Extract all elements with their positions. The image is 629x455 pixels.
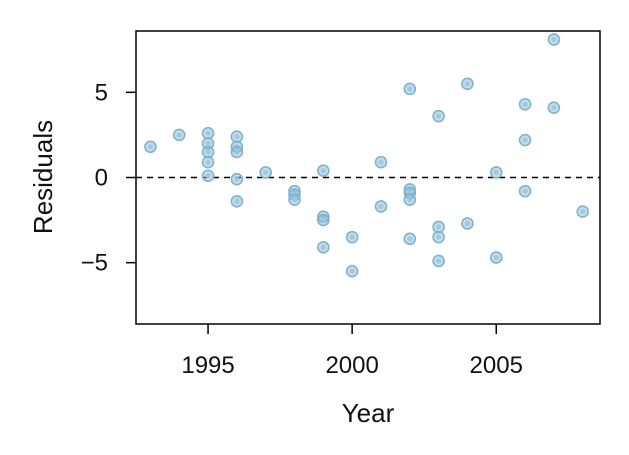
data-point-core: [263, 169, 269, 175]
y-tick-label: 5: [95, 79, 108, 106]
data-point-core: [378, 203, 384, 210]
y-tick-label: 0: [95, 165, 108, 192]
y-axis-label: Residuals: [28, 120, 58, 234]
data-point-core: [349, 234, 355, 240]
data-point-core: [522, 137, 528, 143]
data-point-core: [436, 234, 442, 240]
data-point-core: [522, 101, 528, 107]
data-point-core: [436, 258, 442, 264]
data-point-core: [436, 224, 442, 230]
data-point-core: [493, 254, 499, 261]
data-point-core: [407, 197, 413, 203]
data-point-core: [464, 81, 471, 87]
data-point-core: [234, 198, 240, 204]
x-tick-label: 1995: [181, 352, 234, 379]
data-point-core: [580, 208, 586, 215]
data-point-core: [205, 140, 211, 147]
data-point-core: [436, 113, 442, 119]
data-point-core: [320, 168, 326, 174]
data-points: [144, 33, 590, 278]
data-point-core: [320, 244, 326, 250]
data-point-core: [234, 134, 240, 140]
data-point-core: [349, 268, 355, 274]
y-axis-ticks: −5 0 5: [81, 79, 136, 277]
data-point-core: [291, 197, 298, 203]
data-point-core: [234, 176, 240, 182]
x-tick-label: 2000: [325, 352, 378, 379]
x-axis-label: Year: [342, 398, 395, 428]
data-point-core: [205, 149, 211, 155]
data-point-core: [205, 159, 211, 165]
data-point-core: [378, 159, 384, 165]
x-axis-ticks: 1995 2000 2005: [181, 324, 523, 379]
x-tick-label: 2005: [470, 352, 523, 379]
data-point-core: [320, 217, 326, 223]
data-point-core: [551, 36, 557, 43]
data-point-core: [234, 149, 240, 155]
data-point-core: [176, 132, 182, 138]
data-point-core: [205, 173, 211, 179]
data-point-core: [464, 220, 471, 227]
data-point-core: [522, 188, 528, 194]
data-point-core: [551, 105, 557, 111]
data-point-core: [407, 236, 413, 242]
y-tick-label: −5: [81, 250, 108, 277]
data-point-core: [493, 169, 499, 175]
data-point-core: [147, 144, 154, 150]
data-point-core: [407, 86, 413, 92]
data-point-core: [205, 130, 211, 136]
